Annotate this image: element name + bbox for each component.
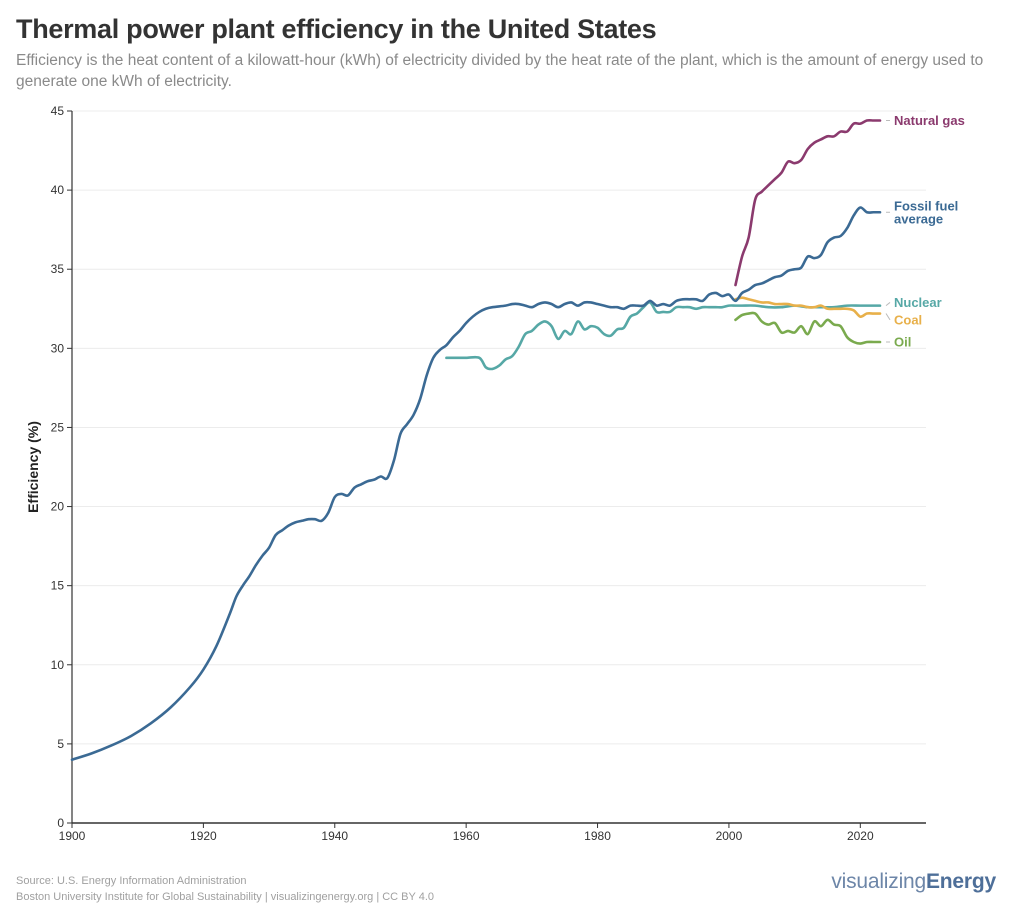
y-tick-label: 40 [51,183,65,197]
y-axis: 0 5 10 15 20 25 30 35 40 45 [51,104,73,830]
footer-credits: Source: U.S. Energy Information Administ… [16,873,434,905]
x-tick-label: 1940 [321,829,348,843]
series-line-natural-gas [734,118,882,287]
y-tick-label: 15 [51,579,65,593]
series-label: Oil [894,335,911,350]
series-line-coal [734,296,882,319]
y-axis-title: Efficiency (%) [25,421,41,513]
y-tick-label: 10 [51,658,65,672]
x-tick-label: 1900 [59,829,86,843]
x-tick-label: 2000 [716,829,743,843]
series-line-fossil-fuel-average [70,206,882,762]
y-tick-label: 20 [51,500,65,514]
y-tick-label: 45 [51,104,65,118]
gridlines [72,110,926,745]
line-chart: 0 5 10 15 20 25 30 35 40 45 1900 1920 1940 1960 1980 2… [25,104,965,843]
series-label: Fossil fuel [894,198,958,213]
chart-subtitle: Efficiency is the heat content of a kilo… [16,52,984,90]
x-axis: 1900 1920 1940 1960 1980 2000 2020 [59,822,926,843]
series-line-oil [734,311,882,345]
x-tick-label: 1980 [584,829,611,843]
brand-light: visualizing [831,870,926,893]
y-tick-label: 30 [51,341,65,355]
x-tick-label: 2020 [847,829,874,843]
y-tick-label: 5 [57,737,64,751]
series-label: Natural gas [894,113,965,128]
brand-logo: visualizingEnergy [831,870,996,894]
label-connector [885,313,891,321]
brand-bold: Energy [926,870,996,893]
y-tick-label: 25 [51,420,65,434]
series-line-nuclear [445,301,882,371]
series-lines [70,118,882,762]
label-connector [885,302,891,307]
x-tick-label: 1960 [453,829,480,843]
series-label: average [894,211,943,226]
source-text: Source: U.S. Energy Information Administ… [16,875,247,887]
y-tick-label: 0 [57,816,64,830]
credit-text: Boston University Institute for Global S… [16,891,435,903]
x-tick-label: 1920 [190,829,217,843]
chart-title: Thermal power plant efficiency in the Un… [16,14,657,44]
y-tick-label: 35 [51,262,65,276]
series-label: Nuclear [894,295,942,310]
series-label: Coal [894,312,922,327]
